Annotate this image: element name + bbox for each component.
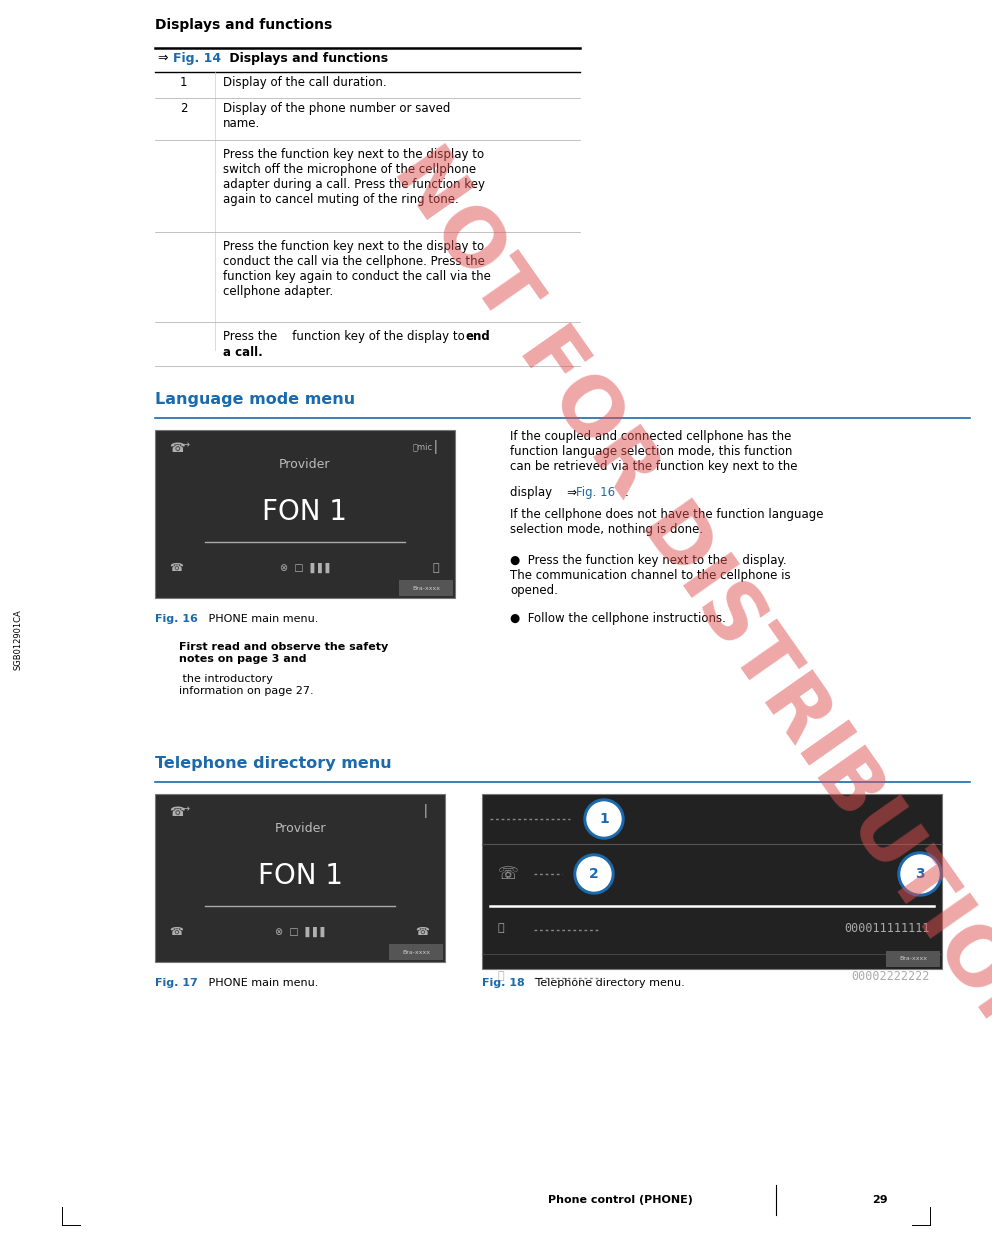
Text: 📱: 📱 bbox=[498, 924, 505, 933]
Text: Provider: Provider bbox=[280, 457, 330, 471]
Text: end: end bbox=[465, 329, 490, 343]
Text: SGB012901CA: SGB012901CA bbox=[14, 609, 23, 670]
Text: PHONE main menu.: PHONE main menu. bbox=[205, 614, 318, 624]
Text: Press the function key next to the display to
switch off the microphone of the c: Press the function key next to the displ… bbox=[223, 148, 485, 206]
Text: FON 1: FON 1 bbox=[263, 498, 347, 526]
Text: Display of the phone number or saved
name.: Display of the phone number or saved nam… bbox=[223, 102, 450, 131]
Text: Displays and functions: Displays and functions bbox=[155, 17, 332, 32]
Text: FON 1: FON 1 bbox=[258, 861, 342, 890]
Text: Phone control (PHONE): Phone control (PHONE) bbox=[548, 1195, 692, 1204]
FancyBboxPatch shape bbox=[155, 430, 455, 598]
Text: ☎: ☎ bbox=[169, 563, 183, 573]
Text: If the cellphone does not have the function language
selection mode, nothing is : If the cellphone does not have the funct… bbox=[510, 508, 823, 536]
Text: 2: 2 bbox=[180, 102, 187, 116]
Text: Bra-xxxx: Bra-xxxx bbox=[412, 585, 440, 590]
Text: display    ⇒: display ⇒ bbox=[510, 486, 577, 498]
Text: Display of the call duration.: Display of the call duration. bbox=[223, 76, 387, 89]
Text: First read and observe the safety
notes on page 3 and: First read and observe the safety notes … bbox=[179, 641, 388, 664]
Text: ⇒: ⇒ bbox=[157, 52, 168, 65]
Text: ☎: ☎ bbox=[169, 805, 185, 819]
Text: ⊗  □ ▐▐▐: ⊗ □ ▐▐▐ bbox=[281, 563, 329, 573]
FancyBboxPatch shape bbox=[389, 943, 443, 960]
FancyBboxPatch shape bbox=[399, 580, 453, 595]
Text: 3: 3 bbox=[916, 868, 925, 881]
Text: →: → bbox=[181, 440, 189, 450]
Text: ☏: ☏ bbox=[498, 865, 519, 883]
Text: Bra-xxxx: Bra-xxxx bbox=[402, 950, 430, 955]
Text: 1: 1 bbox=[180, 76, 187, 89]
Text: ☎: ☎ bbox=[415, 927, 429, 937]
Text: →: → bbox=[181, 804, 189, 814]
Circle shape bbox=[574, 854, 614, 894]
FancyBboxPatch shape bbox=[155, 794, 445, 962]
Text: the introductory
information on page 27.: the introductory information on page 27. bbox=[179, 674, 313, 696]
Text: Bra-xxxx: Bra-xxxx bbox=[899, 957, 927, 962]
Text: 29: 29 bbox=[872, 1195, 888, 1204]
Text: 1: 1 bbox=[599, 812, 609, 827]
Text: 🎤mic: 🎤mic bbox=[413, 443, 433, 451]
Text: Fig. 16: Fig. 16 bbox=[155, 614, 197, 624]
Text: NOT FOR DISTRIBUTION: NOT FOR DISTRIBUTION bbox=[378, 135, 992, 1065]
Text: .: . bbox=[625, 486, 629, 498]
Text: ●  Press the function key next to the    display.
The communication channel to t: ● Press the function key next to the dis… bbox=[510, 554, 791, 597]
Text: Telephone directory menu: Telephone directory menu bbox=[155, 756, 392, 771]
Text: ❘: ❘ bbox=[430, 440, 441, 454]
Text: If the coupled and connected cellphone has the
function language selection mode,: If the coupled and connected cellphone h… bbox=[510, 430, 798, 474]
Circle shape bbox=[584, 799, 624, 839]
Text: Fig. 14: Fig. 14 bbox=[173, 52, 221, 65]
Text: 2: 2 bbox=[589, 868, 599, 881]
Text: Language mode menu: Language mode menu bbox=[155, 392, 355, 406]
Text: ❘: ❘ bbox=[420, 804, 431, 818]
Circle shape bbox=[577, 856, 611, 891]
Text: Displays and functions: Displays and functions bbox=[225, 52, 388, 65]
Text: Fig. 16: Fig. 16 bbox=[576, 486, 615, 498]
Text: 📱: 📱 bbox=[498, 971, 505, 981]
Text: Fig. 17: Fig. 17 bbox=[155, 978, 197, 988]
Text: 📱: 📱 bbox=[433, 563, 439, 573]
Text: ●  Follow the cellphone instructions.: ● Follow the cellphone instructions. bbox=[510, 612, 726, 625]
Text: Fig. 18: Fig. 18 bbox=[482, 978, 525, 988]
FancyBboxPatch shape bbox=[482, 794, 942, 970]
Text: a call.: a call. bbox=[223, 346, 263, 359]
Text: Provider: Provider bbox=[274, 822, 325, 835]
Text: Telephone directory menu.: Telephone directory menu. bbox=[532, 978, 684, 988]
Text: 000011111111: 000011111111 bbox=[844, 921, 930, 935]
Text: ⊗  □ ▐▐▐: ⊗ □ ▐▐▐ bbox=[276, 927, 324, 937]
Text: 00002222222: 00002222222 bbox=[851, 970, 930, 982]
Text: Press the function key next to the display to
conduct the call via the cellphone: Press the function key next to the displ… bbox=[223, 240, 491, 298]
Text: PHONE main menu.: PHONE main menu. bbox=[205, 978, 318, 988]
Circle shape bbox=[587, 802, 621, 837]
Text: ☎: ☎ bbox=[169, 927, 183, 937]
Text: Press the    function key of the display to: Press the function key of the display to bbox=[223, 329, 468, 343]
Circle shape bbox=[898, 851, 942, 896]
FancyBboxPatch shape bbox=[886, 951, 940, 967]
Text: ☎: ☎ bbox=[169, 443, 185, 455]
Circle shape bbox=[901, 855, 939, 892]
